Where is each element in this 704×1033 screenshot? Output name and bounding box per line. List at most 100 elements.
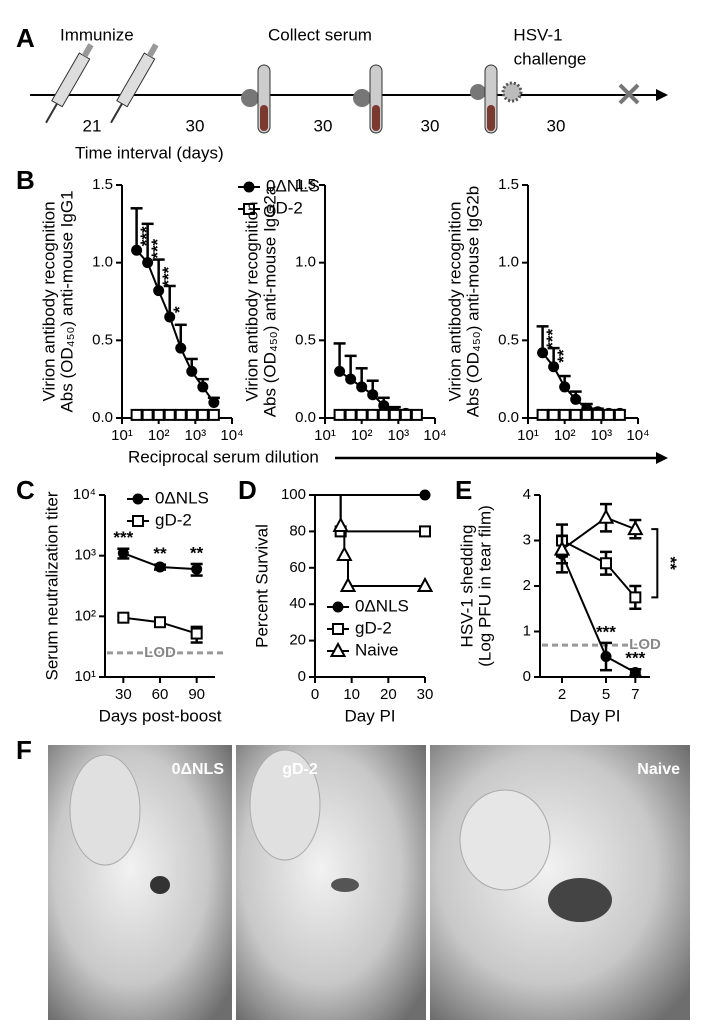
- legend-label: gD-2: [266, 198, 303, 217]
- marker: [416, 576, 434, 592]
- marker: [597, 508, 615, 524]
- marker: [388, 408, 401, 421]
- x-tick-label: 10⁴: [423, 427, 446, 444]
- marker: [142, 257, 154, 269]
- legend-marker: [243, 203, 255, 215]
- x-tick-label: 10²: [554, 427, 576, 444]
- significance: ***: [113, 528, 133, 547]
- y-tick-label: 10³: [74, 547, 96, 564]
- marker: [378, 400, 390, 412]
- y-tick-label: 1.0: [92, 254, 113, 271]
- y-tick-label: 1.0: [498, 254, 519, 271]
- significance: **: [554, 349, 573, 363]
- syringe-icon: [110, 43, 159, 124]
- marker: [591, 408, 604, 421]
- legend-marker: [243, 181, 255, 193]
- x-tick-label: 10³: [590, 427, 612, 444]
- marker: [153, 285, 165, 297]
- marker: [600, 557, 612, 570]
- marker: [399, 408, 412, 421]
- y-axis-label: Abs (OD₄₅₀) anti-mouse IgG2a: [260, 185, 279, 417]
- eye: [331, 878, 359, 892]
- x-tick-label: 20: [380, 686, 397, 703]
- marker: [196, 408, 209, 421]
- interval-label: 30: [421, 116, 440, 135]
- x-axis-label: Day PI: [569, 706, 620, 725]
- step-line: [315, 494, 425, 587]
- marker: [613, 408, 626, 421]
- panel-letter: C: [16, 475, 35, 505]
- marker: [197, 381, 209, 393]
- y-tick-label: 0: [523, 668, 531, 685]
- marker: [174, 408, 187, 421]
- x-tick-label: 10¹: [517, 427, 539, 444]
- marker: [207, 408, 220, 421]
- series-line: [561, 553, 636, 674]
- interval-label: 30: [186, 116, 205, 135]
- marker: [186, 365, 198, 377]
- y-tick-label: 100: [281, 486, 306, 503]
- significance: **: [153, 544, 167, 563]
- photo-label: 0ΔNLS: [172, 761, 225, 778]
- marker: [558, 408, 571, 421]
- marker: [332, 516, 349, 532]
- interval-label: 30: [547, 116, 566, 135]
- y-tick-label: 1.5: [498, 176, 519, 193]
- marker: [419, 525, 431, 538]
- timeline: Immunize Collect serum HSV-1 challenge 2…: [30, 25, 668, 162]
- y-tick-label: 1.5: [92, 176, 113, 193]
- marker: [345, 373, 357, 385]
- marker: [344, 408, 357, 421]
- marker: [185, 408, 198, 421]
- y-axis-label: Abs (OD₄₅₀) anti-mouse IgG1: [57, 190, 76, 412]
- marker: [537, 347, 549, 359]
- y-axis-label: Percent Survival: [252, 524, 271, 648]
- y-tick-label: 3: [523, 531, 531, 548]
- y-tick-label: 0.5: [498, 331, 519, 348]
- y-tick-label: 1: [523, 622, 531, 639]
- marker: [553, 540, 571, 556]
- series-line: [561, 539, 637, 599]
- significance: ***: [543, 329, 562, 349]
- significance: **: [190, 543, 204, 562]
- marker: [580, 408, 593, 421]
- x-axis-label: Day PI: [344, 706, 395, 725]
- y-axis-label: Abs (OD₄₅₀) anti-mouse IgG2b: [463, 186, 482, 418]
- x-tick-label: 10³: [387, 427, 409, 444]
- marker: [548, 361, 560, 373]
- legend-marker: [332, 623, 344, 635]
- x-tick-label: 10¹: [314, 427, 336, 444]
- arrow-head: [656, 89, 668, 101]
- marker: [154, 561, 166, 573]
- y-axis-label: HSV-1 shedding: [457, 525, 476, 648]
- eye: [548, 878, 612, 922]
- marker: [602, 408, 615, 421]
- x-tick-label: 90: [188, 686, 205, 703]
- y-tick-label: 60: [289, 559, 306, 576]
- marker: [547, 408, 560, 421]
- marker: [410, 408, 423, 421]
- x-tick-label: 5: [602, 686, 610, 703]
- axis-label: Time interval (days): [75, 143, 224, 162]
- significance: *: [170, 306, 189, 313]
- bracket: [651, 528, 659, 599]
- marker: [164, 311, 176, 323]
- marker: [163, 408, 176, 421]
- marker: [536, 408, 549, 421]
- x-tick-label: 0: [311, 686, 319, 703]
- photo: 0ΔNLS: [48, 745, 232, 1020]
- significance: ***: [596, 622, 616, 641]
- eye: [150, 876, 170, 894]
- marker: [117, 547, 129, 559]
- legend-label: gD-2: [355, 618, 392, 637]
- marker: [600, 651, 612, 663]
- step-line: [315, 494, 425, 533]
- marker: [131, 244, 143, 256]
- syringe-icon: [45, 43, 94, 124]
- y-axis-label: Virion antibody recognition: [39, 201, 58, 401]
- y-axis-label: (Log PFU in tear film): [475, 505, 494, 667]
- photo-label: Naive: [637, 761, 680, 778]
- y-tick-label: 20: [289, 632, 306, 649]
- step-label: Collect serum: [268, 25, 372, 44]
